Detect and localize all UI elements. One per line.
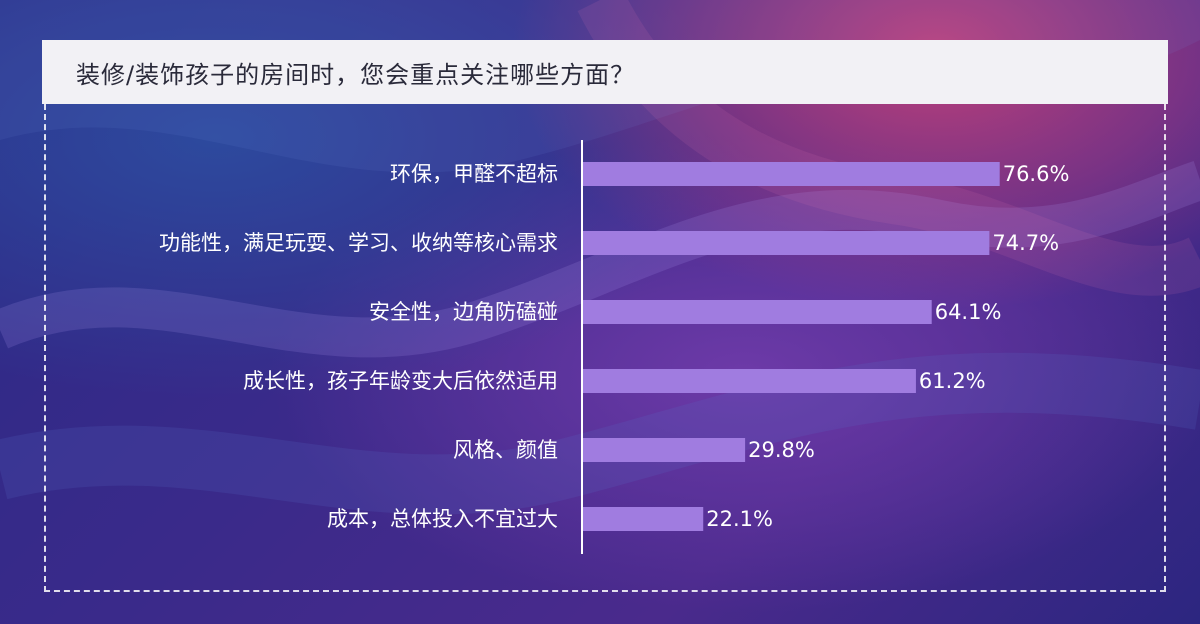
chart-title: 装修/装饰孩子的房间时，您会重点关注哪些方面？: [76, 60, 636, 89]
bar-4: [583, 438, 746, 462]
category-label-5: 成本，总体投入不宜过大: [327, 507, 558, 531]
bar-5: [583, 507, 704, 531]
category-label-1: 功能性，满足玩耍、学习、收纳等核心需求: [159, 231, 558, 255]
bar-1: [583, 231, 990, 255]
bar-0: [583, 162, 1000, 186]
category-label-4: 风格、颜值: [453, 438, 558, 462]
value-label-0: 76.6%: [1003, 162, 1070, 186]
bar-2: [583, 300, 932, 324]
value-label-5: 22.1%: [706, 507, 773, 531]
value-label-1: 74.7%: [992, 231, 1059, 255]
category-label-3: 成长性，孩子年龄变大后依然适用: [243, 369, 558, 393]
chart-frame: [44, 104, 1166, 592]
value-label-3: 61.2%: [919, 369, 986, 393]
bar-3: [583, 369, 916, 393]
category-label-0: 环保，甲醛不超标: [390, 162, 558, 186]
value-label-4: 29.8%: [748, 438, 815, 462]
category-label-2: 安全性，边角防磕碰: [369, 300, 558, 324]
value-label-2: 64.1%: [935, 300, 1002, 324]
title-bar: 装修/装饰孩子的房间时，您会重点关注哪些方面？: [42, 40, 1168, 104]
